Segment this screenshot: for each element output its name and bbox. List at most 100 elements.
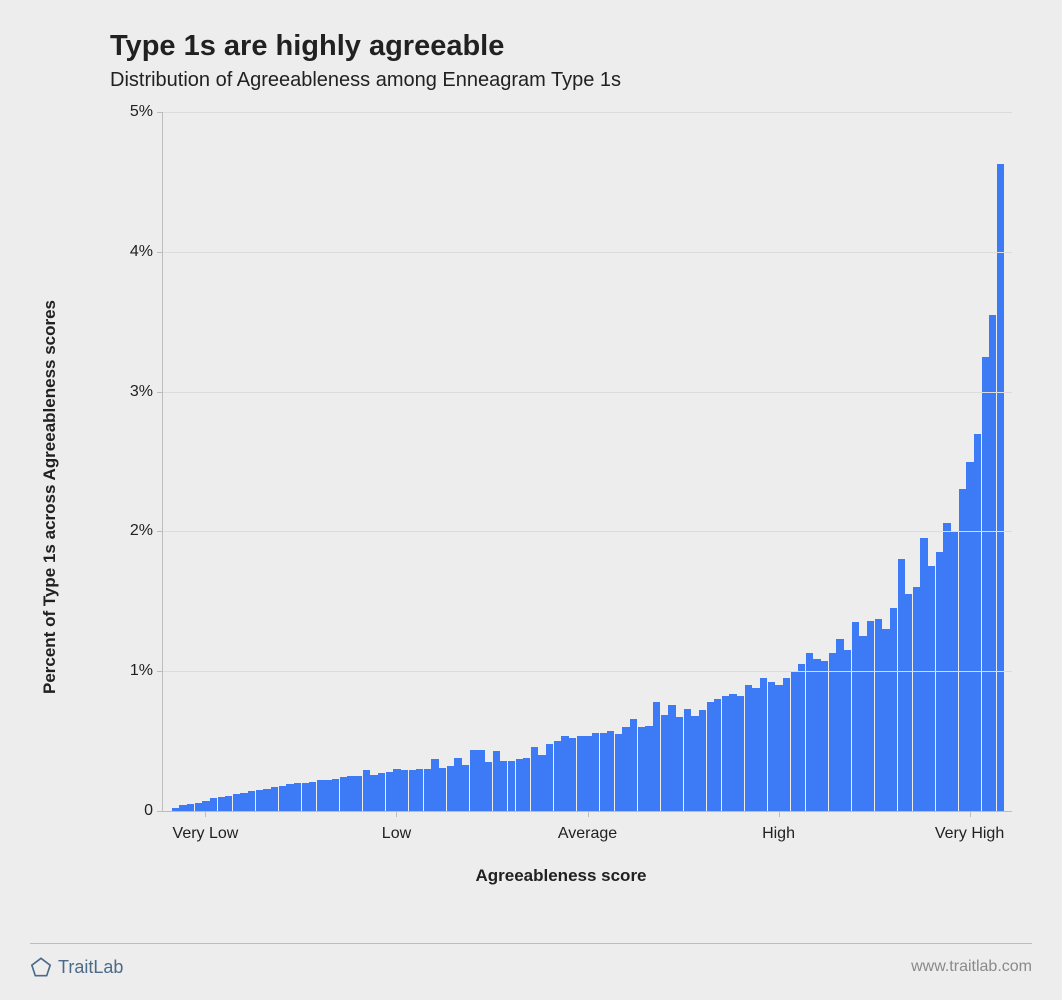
histogram-bar bbox=[179, 805, 186, 811]
histogram-bar bbox=[798, 664, 805, 811]
histogram-bar bbox=[974, 434, 981, 811]
histogram-bar bbox=[577, 736, 584, 811]
x-tick-mark bbox=[588, 811, 589, 817]
histogram-bar bbox=[233, 794, 240, 811]
histogram-bar bbox=[271, 787, 278, 811]
histogram-bar bbox=[684, 709, 691, 811]
histogram-bar bbox=[477, 750, 484, 812]
histogram-bar bbox=[699, 710, 706, 811]
histogram-bar bbox=[806, 653, 813, 811]
histogram-bar bbox=[546, 744, 553, 811]
y-axis-title: Percent of Type 1s across Agreeableness … bbox=[40, 300, 60, 694]
x-tick-label: Very High bbox=[935, 825, 1004, 843]
histogram-bar bbox=[600, 733, 607, 811]
chart-region: Percent of Type 1s across Agreeableness … bbox=[100, 112, 1022, 882]
x-tick-label: Very Low bbox=[173, 825, 239, 843]
histogram-bar bbox=[898, 559, 905, 811]
histogram-bar bbox=[347, 776, 354, 811]
histogram-bar bbox=[653, 702, 660, 811]
histogram-bar bbox=[615, 734, 622, 811]
histogram-bar bbox=[447, 766, 454, 811]
histogram-bar bbox=[195, 803, 202, 811]
histogram-bar bbox=[470, 750, 477, 812]
histogram-bar bbox=[286, 784, 293, 811]
histogram-bar bbox=[218, 797, 225, 811]
histogram-bar bbox=[386, 772, 393, 811]
histogram-bar bbox=[485, 762, 492, 811]
footer: TraitLab www.traitlab.com bbox=[30, 943, 1032, 978]
histogram-bar bbox=[775, 685, 782, 811]
histogram-bar bbox=[859, 636, 866, 811]
gridline bbox=[163, 531, 1012, 532]
histogram-bar bbox=[202, 801, 209, 811]
histogram-bar bbox=[561, 736, 568, 811]
brand-name: TraitLab bbox=[58, 957, 123, 978]
y-tick-mark bbox=[157, 531, 163, 532]
histogram-bar bbox=[531, 747, 538, 811]
histogram-bar bbox=[592, 733, 599, 811]
y-tick-mark bbox=[157, 811, 163, 812]
y-tick-label: 4% bbox=[130, 243, 153, 261]
histogram-bar bbox=[309, 782, 316, 811]
histogram-bar bbox=[928, 566, 935, 811]
histogram-bar bbox=[943, 523, 950, 811]
y-tick-label: 5% bbox=[130, 103, 153, 121]
histogram-bar bbox=[332, 779, 339, 811]
histogram-bar bbox=[989, 315, 996, 811]
histogram-bar bbox=[836, 639, 843, 811]
histogram-bar bbox=[584, 736, 591, 811]
histogram-bar bbox=[508, 761, 515, 811]
y-tick-mark bbox=[157, 112, 163, 113]
histogram-bar bbox=[936, 552, 943, 811]
histogram-bar bbox=[172, 808, 179, 811]
histogram-bar bbox=[867, 621, 874, 811]
histogram-bar bbox=[516, 759, 523, 811]
x-tick-mark bbox=[205, 811, 206, 817]
histogram-bar bbox=[813, 659, 820, 811]
histogram-bar bbox=[554, 741, 561, 811]
gridline bbox=[163, 112, 1012, 113]
x-tick-label: High bbox=[762, 825, 795, 843]
x-axis-title: Agreeableness score bbox=[475, 866, 646, 886]
histogram-bar bbox=[745, 685, 752, 811]
footer-url: www.traitlab.com bbox=[911, 958, 1032, 976]
histogram-bar bbox=[363, 770, 370, 811]
y-tick-mark bbox=[157, 671, 163, 672]
histogram-bar bbox=[187, 804, 194, 811]
histogram-bar bbox=[645, 726, 652, 811]
histogram-bar bbox=[240, 793, 247, 811]
histogram-bar bbox=[714, 699, 721, 811]
histogram-bar bbox=[431, 759, 438, 811]
plot-area: 01%2%3%4%5% Very LowLowAverageHighVery H… bbox=[162, 112, 1012, 812]
y-tick-label: 0 bbox=[144, 802, 153, 820]
histogram-bar bbox=[324, 780, 331, 811]
histogram-bars bbox=[163, 112, 1012, 811]
y-tick-label: 2% bbox=[130, 522, 153, 540]
histogram-bar bbox=[622, 727, 629, 811]
histogram-bar bbox=[370, 775, 377, 811]
histogram-bar bbox=[722, 696, 729, 811]
histogram-bar bbox=[768, 682, 775, 811]
histogram-bar bbox=[225, 796, 232, 811]
histogram-bar bbox=[401, 770, 408, 811]
y-tick-label: 1% bbox=[130, 662, 153, 680]
brand: TraitLab bbox=[30, 956, 123, 978]
histogram-bar bbox=[302, 783, 309, 811]
x-tick-mark bbox=[779, 811, 780, 817]
gridline bbox=[163, 392, 1012, 393]
histogram-bar bbox=[752, 688, 759, 811]
histogram-bar bbox=[959, 489, 966, 811]
histogram-bar bbox=[630, 719, 637, 811]
histogram-bar bbox=[982, 357, 989, 811]
histogram-bar bbox=[668, 705, 675, 811]
histogram-bar bbox=[416, 769, 423, 811]
histogram-bar bbox=[913, 587, 920, 811]
histogram-bar bbox=[844, 650, 851, 811]
histogram-bar bbox=[256, 790, 263, 811]
histogram-bar bbox=[409, 770, 416, 811]
histogram-bar bbox=[966, 462, 973, 812]
histogram-bar bbox=[500, 761, 507, 811]
histogram-bar bbox=[523, 758, 530, 811]
histogram-bar bbox=[340, 777, 347, 811]
histogram-bar bbox=[997, 164, 1004, 811]
